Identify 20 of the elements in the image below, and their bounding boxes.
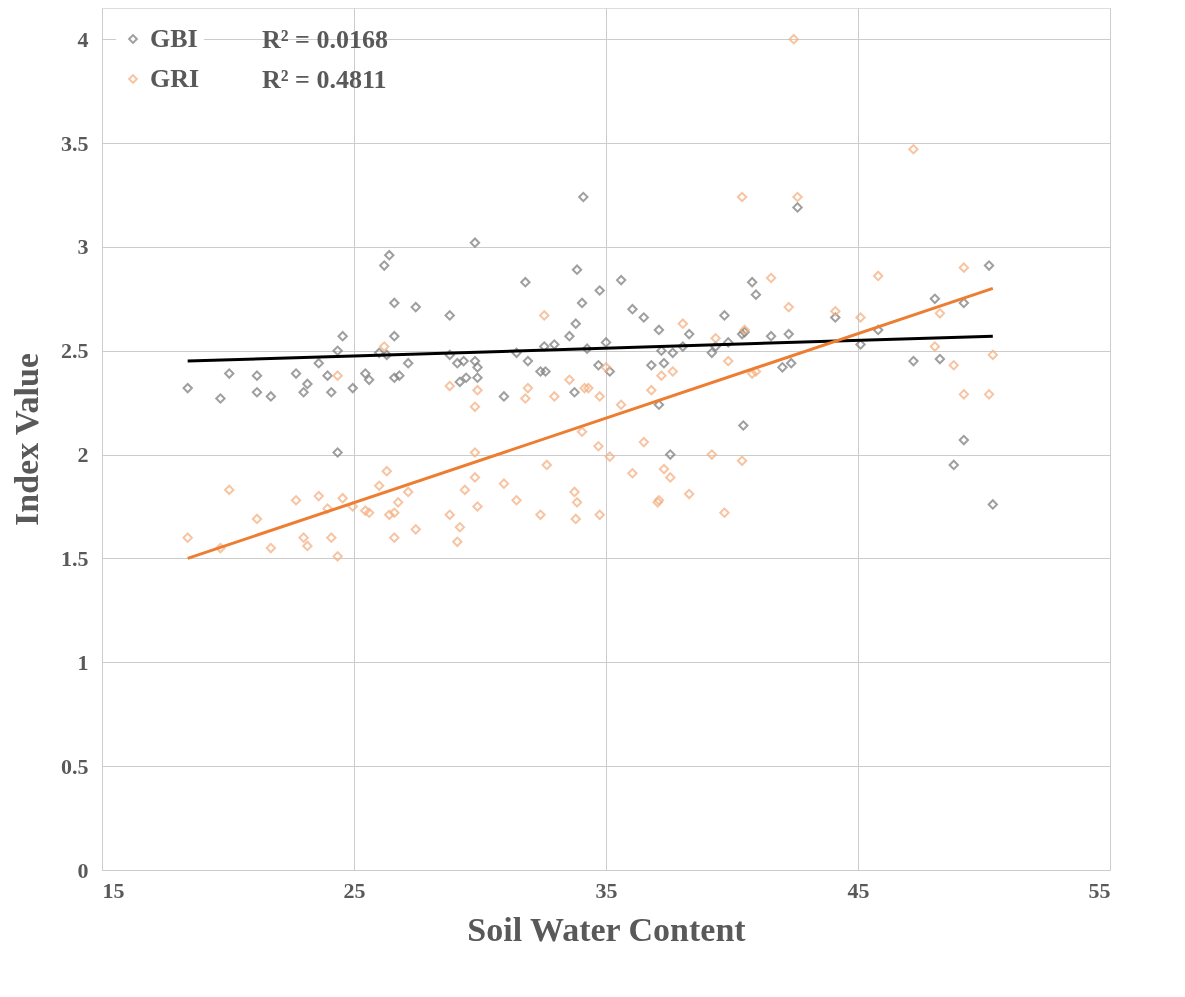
legend-label: GRI (150, 64, 200, 93)
y-tick-label: 0 (77, 857, 89, 883)
y-tick-label: 0.5 (61, 753, 89, 779)
x-tick-label: 15 (102, 877, 125, 903)
x-tick-label: 45 (847, 877, 870, 903)
y-tick-label: 2.5 (61, 338, 89, 364)
x-tick-label: 25 (343, 877, 366, 903)
x-tick-label: 55 (1088, 877, 1111, 903)
annotation: R² = 0.0168 (262, 25, 388, 54)
x-axis-title: Soil Water Content (467, 910, 747, 948)
y-tick-label: 3.5 (61, 130, 89, 156)
annotation: R² = 0.4811 (262, 65, 387, 94)
y-tick-label: 4 (77, 26, 89, 52)
y-tick-label: 2 (77, 442, 89, 468)
legend-label: GBI (150, 24, 198, 53)
y-tick-label: 3 (77, 234, 89, 260)
x-tick-label: 35 (595, 877, 618, 903)
y-tick-label: 1.5 (61, 545, 89, 571)
y-axis-title: Index Value (8, 353, 45, 526)
y-tick-label: 1 (77, 649, 89, 675)
